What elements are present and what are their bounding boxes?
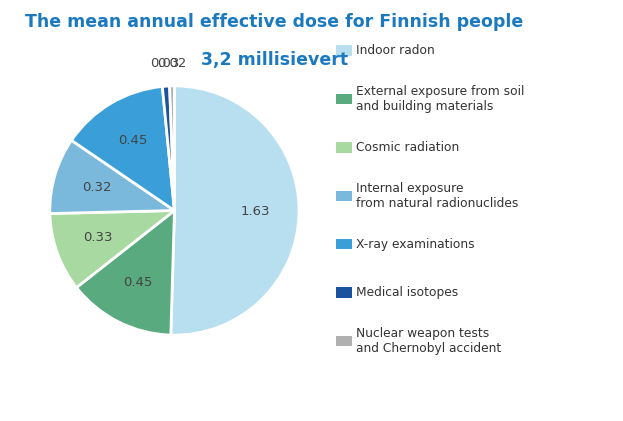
- Text: 0.45: 0.45: [123, 276, 153, 289]
- Text: 0.32: 0.32: [82, 181, 112, 194]
- Text: 1.63: 1.63: [240, 205, 270, 218]
- Wedge shape: [169, 86, 174, 210]
- Text: External exposure from soil
and building materials: External exposure from soil and building…: [356, 85, 525, 113]
- Text: Indoor radon: Indoor radon: [356, 44, 435, 57]
- Text: Medical isotopes: Medical isotopes: [356, 286, 459, 299]
- Text: The mean annual effective dose for Finnish people: The mean annual effective dose for Finni…: [25, 13, 523, 31]
- Text: Nuclear weapon tests
and Chernobyl accident: Nuclear weapon tests and Chernobyl accid…: [356, 327, 502, 355]
- Wedge shape: [77, 210, 174, 335]
- Wedge shape: [163, 86, 174, 210]
- Text: Internal exposure
from natural radionuclides: Internal exposure from natural radionucl…: [356, 182, 519, 210]
- Text: 0.33: 0.33: [83, 232, 113, 245]
- Wedge shape: [171, 86, 299, 335]
- Text: 3,2 millisievert: 3,2 millisievert: [201, 51, 348, 69]
- Wedge shape: [50, 140, 174, 213]
- Text: X-ray examinations: X-ray examinations: [356, 238, 475, 250]
- Wedge shape: [72, 86, 174, 210]
- Text: 0.45: 0.45: [118, 134, 148, 147]
- Text: Cosmic radiation: Cosmic radiation: [356, 141, 460, 154]
- Text: 0.03: 0.03: [150, 57, 179, 70]
- Text: 0.02: 0.02: [157, 57, 186, 70]
- Wedge shape: [50, 210, 174, 288]
